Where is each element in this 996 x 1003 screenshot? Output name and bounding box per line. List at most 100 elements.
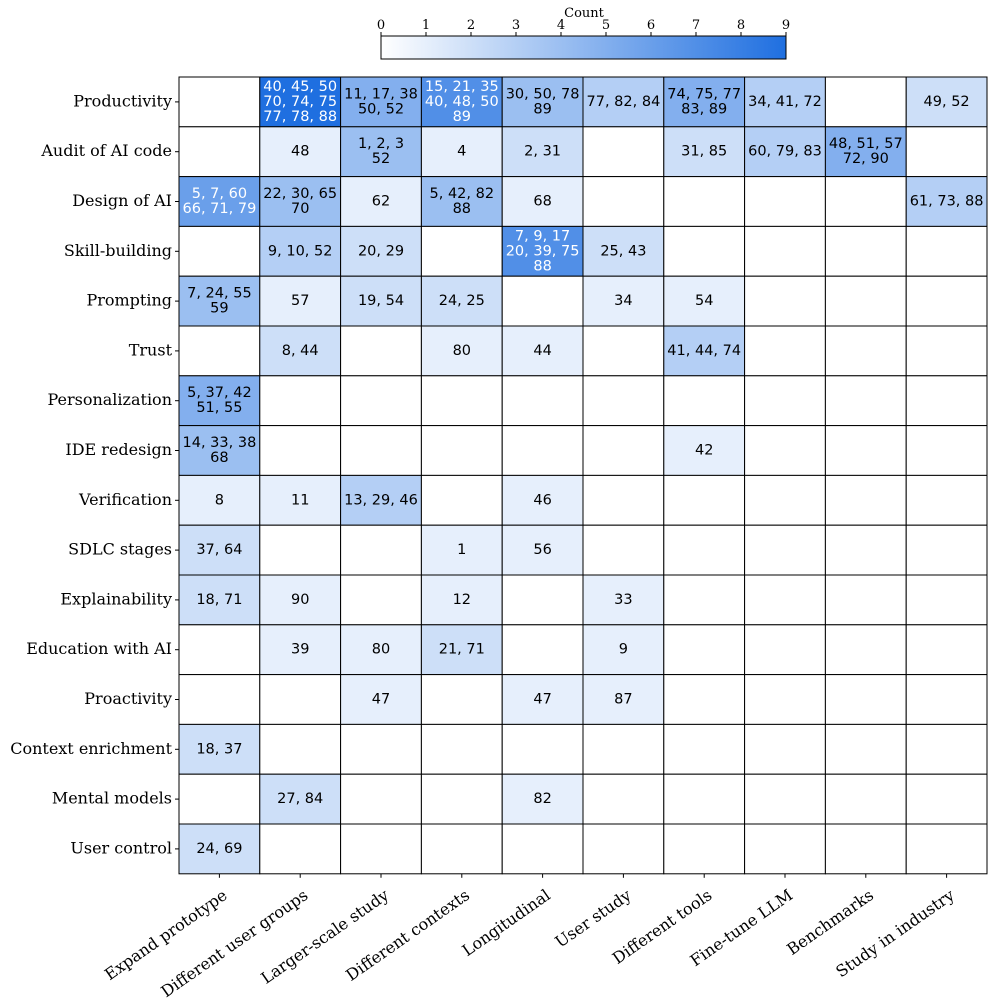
heatmap-cell xyxy=(744,524,826,576)
colorbar-tick-label: 8 xyxy=(737,18,745,33)
heatmap-cell xyxy=(663,773,746,825)
heatmap-cell-label: 89 xyxy=(453,109,471,125)
heatmap-cell xyxy=(501,624,584,676)
heatmap-cell xyxy=(420,474,503,526)
heatmap-cell xyxy=(663,674,746,725)
heatmap-cell-label: 33 xyxy=(614,592,632,608)
heatmap-cell xyxy=(824,524,907,576)
heatmap-cell-label: 40, 45, 50 xyxy=(263,79,337,95)
heatmap-cell-label: 56 xyxy=(533,542,551,558)
heatmap-cell xyxy=(744,723,826,775)
heatmap-cell-label: 72, 90 xyxy=(843,151,889,167)
heatmap-cell xyxy=(905,723,988,775)
heatmap-cell xyxy=(905,275,988,327)
heatmap-cell xyxy=(824,225,907,277)
heatmap-cell-label: 48, 51, 57 xyxy=(829,136,903,152)
heatmap-cell xyxy=(744,823,826,875)
heatmap-cell xyxy=(824,624,907,676)
heatmap-cell xyxy=(259,624,342,676)
heatmap-cell xyxy=(178,674,261,725)
heatmap-cell xyxy=(582,325,665,377)
heatmap-cell xyxy=(420,723,503,775)
heatmap-cell xyxy=(663,474,746,526)
heatmap-cell xyxy=(905,225,988,277)
heatmap-cell xyxy=(340,375,422,427)
heatmap-cell-label: 80 xyxy=(372,642,390,658)
heatmap-cell-label: 31, 85 xyxy=(681,144,727,160)
heatmap-cell-label: 74, 75, 77 xyxy=(667,86,741,102)
heatmap-cell-label: 49, 52 xyxy=(924,94,970,110)
heatmap-cell-label: 51, 55 xyxy=(196,400,242,416)
heatmap-cell xyxy=(259,375,342,427)
heatmap-cell xyxy=(501,674,584,725)
heatmap-cell xyxy=(744,425,826,476)
heatmap-cell xyxy=(259,325,342,377)
heatmap-cell-label: 20, 39, 75 xyxy=(506,243,580,259)
colorbar-tick-label: 7 xyxy=(692,18,700,33)
heatmap-cell xyxy=(663,624,746,676)
heatmap-cell-label: 88 xyxy=(533,258,551,274)
row-label: Proactivity xyxy=(84,689,172,708)
heatmap-cell xyxy=(744,76,826,128)
heatmap-cell-label: 5, 37, 42 xyxy=(187,385,252,401)
heatmap-cell-label: 12 xyxy=(453,592,471,608)
heatmap-cell-label: 8 xyxy=(215,492,224,508)
heatmap-cell-label: 62 xyxy=(372,194,390,210)
heatmap-cell-label: 50, 52 xyxy=(358,101,404,117)
row-label: Trust xyxy=(129,340,173,359)
heatmap-cell-label: 1 xyxy=(457,542,466,558)
colorbar-tick-label: 6 xyxy=(647,18,655,33)
heatmap-cell-label: 68 xyxy=(533,194,551,210)
heatmap-cell-label: 70, 74, 75 xyxy=(263,94,337,110)
colorbar-title: Count xyxy=(564,6,605,21)
heatmap-cell xyxy=(663,574,746,626)
heatmap-cell xyxy=(824,176,907,227)
heatmap-cell-label: 52 xyxy=(372,151,390,167)
heatmap-cell xyxy=(744,325,826,377)
heatmap-cell-label: 68 xyxy=(210,450,228,466)
heatmap-cell xyxy=(178,425,261,476)
heatmap-cell xyxy=(744,574,826,626)
heatmap-cell xyxy=(744,225,826,277)
heatmap-cell xyxy=(178,574,261,626)
heatmap-cell xyxy=(824,773,907,825)
column-label: Longitudinal xyxy=(459,885,554,960)
heatmap-cell xyxy=(501,176,584,227)
heatmap-cell-label: 9 xyxy=(619,642,628,658)
heatmap-cell xyxy=(178,723,261,775)
heatmap-cell xyxy=(420,624,503,676)
heatmap-cell xyxy=(178,225,261,277)
heatmap-cell xyxy=(824,325,907,377)
heatmap-cell xyxy=(340,773,422,825)
heatmap-cell-label: 8, 44 xyxy=(282,343,319,359)
heatmap-cell xyxy=(744,773,826,825)
heatmap-cell-label: 87 xyxy=(614,692,632,708)
heatmap-cell xyxy=(259,823,342,875)
heatmap-cell xyxy=(178,176,261,227)
row-label: Education with AI xyxy=(26,639,172,658)
heatmap-cell xyxy=(420,823,503,875)
heatmap-cell xyxy=(905,474,988,526)
heatmap-cell xyxy=(501,574,584,626)
colorbar-tick-label: 9 xyxy=(782,18,790,33)
heatmap-cell xyxy=(420,674,503,725)
heatmap-cell xyxy=(259,425,342,476)
heatmap-cell-label: 18, 37 xyxy=(196,741,242,757)
heatmap-cell-label: 70 xyxy=(291,201,309,217)
heatmap-cell xyxy=(905,425,988,476)
heatmap-cell xyxy=(340,176,422,227)
heatmap-cell xyxy=(905,624,988,676)
heatmap-cell xyxy=(663,325,746,377)
heatmap-cell xyxy=(663,225,746,277)
heatmap-cell xyxy=(582,723,665,775)
heatmap-cell xyxy=(420,773,503,825)
heatmap-cell-label: 20, 29 xyxy=(358,243,404,259)
heatmap-cell xyxy=(582,823,665,875)
heatmap-cell-label: 24, 69 xyxy=(196,841,242,857)
heatmap-cell-label: 48 xyxy=(291,144,309,160)
heatmap-cell-label: 54 xyxy=(695,293,713,309)
heatmap-cell xyxy=(905,325,988,377)
heatmap-cell xyxy=(340,225,422,277)
heatmap-cell-label: 89 xyxy=(533,101,551,117)
heatmap-cell xyxy=(824,425,907,476)
